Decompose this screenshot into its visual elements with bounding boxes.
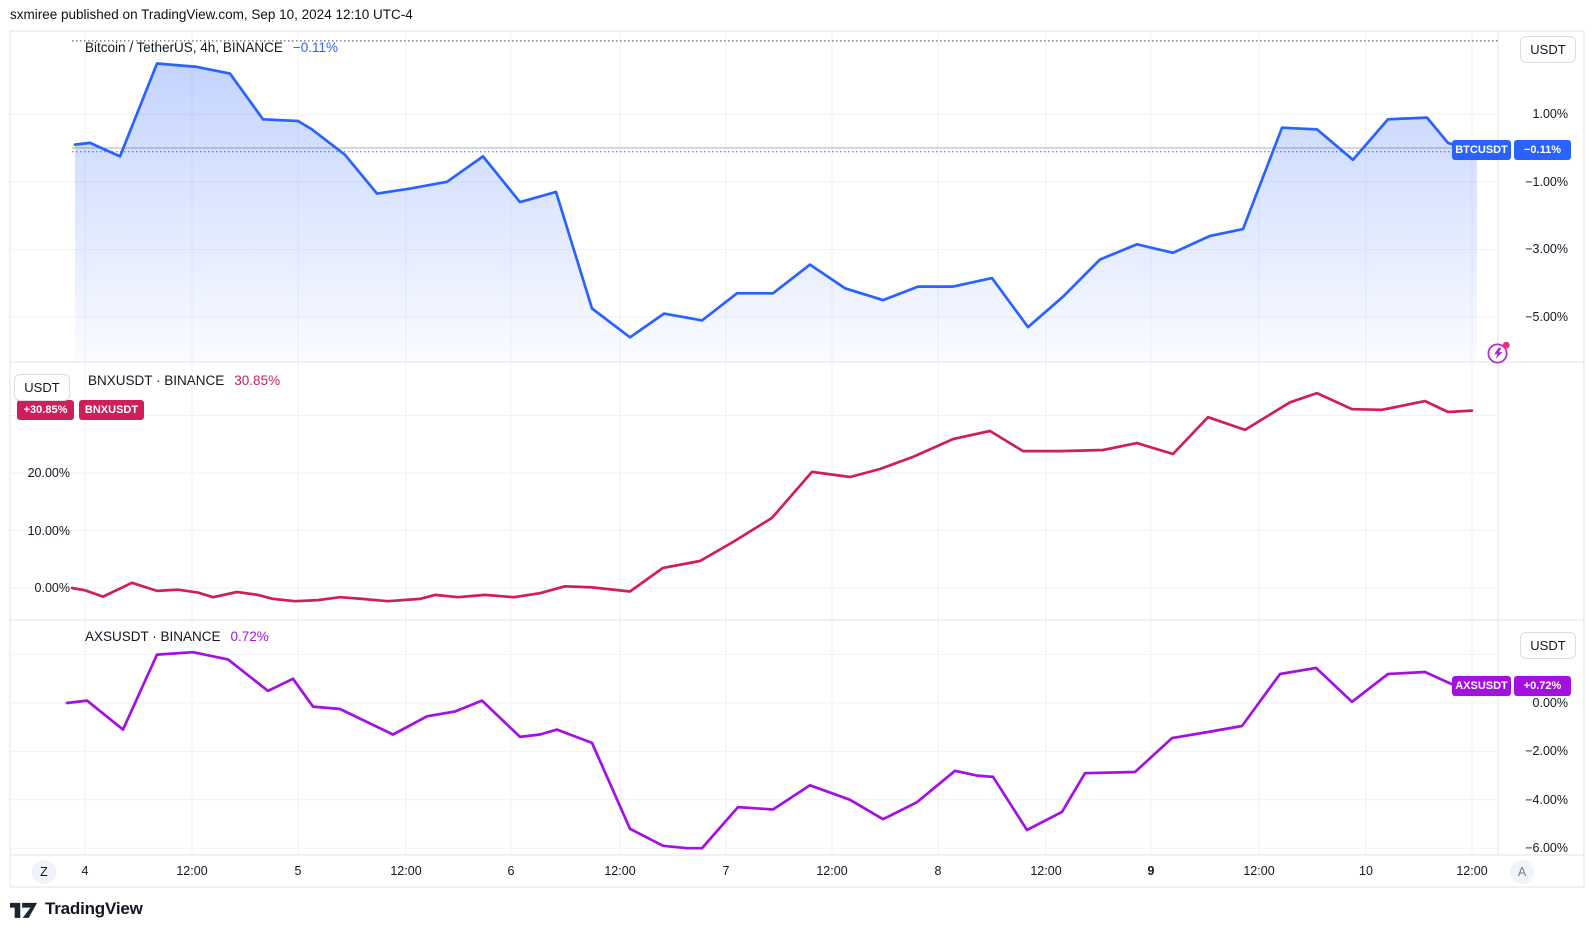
auto-scale-button[interactable]: A [1510,860,1534,884]
btcusdt-scale-currency-button[interactable]: USDT [1520,36,1576,63]
axsusdt-symbol-chip: AXSUSDT [1452,676,1511,696]
btcusdt-symbol-chip: BTCUSDT [1452,140,1511,160]
bnxusdt-scale-currency-button[interactable]: USDT [14,374,70,401]
series-area-fill [75,63,1477,362]
y-axis-tick-label: 1.00% [1532,107,1568,121]
pane-title-axsusdt: AXSUSDT · BINANCE 0.72% [85,629,269,644]
boost-flash-icon[interactable] [1486,340,1511,365]
axsusdt-scale-currency-button[interactable]: USDT [1520,632,1576,659]
time-axis-label: 12:00 [176,864,208,878]
timezone-button[interactable]: Z [32,860,56,884]
y-axis-tick-label: 20.00% [27,466,70,480]
y-axis-tick-label: −6.00% [1525,841,1568,855]
time-axis-label: 10 [1359,864,1373,878]
bnxusdt-symbol-chip: BNXUSDT [79,400,144,420]
series-line-btcusdt [73,62,1479,339]
pane-symbol-label: Bitcoin / TetherUS, 4h, BINANCE [85,40,283,55]
series-line-bnxusdt [70,391,1474,603]
tradingview-logo-icon [10,902,38,918]
y-axis-tick-label: −1.00% [1525,175,1568,189]
axsusdt-value-chip: +0.72% [1514,676,1571,696]
pane-change-label: 30.85% [234,373,281,388]
chart-frame-borders [9,30,1585,888]
time-axis-label: 6 [507,864,515,878]
pane-symbol-label: BNXUSDT · BINANCE [88,373,225,388]
y-axis-tick-label: 0.00% [34,581,70,595]
time-axis-label: 4 [81,864,89,878]
y-axis-tick-label: 10.00% [27,524,70,538]
pane-title-btcusdt: Bitcoin / TetherUS, 4h, BINANCE −0.11% [85,40,338,55]
time-axis-label: 8 [934,864,942,878]
time-axis-label: 12:00 [390,864,422,878]
time-axis-label: 7 [722,864,730,878]
pane-change-label: 0.72% [230,629,269,644]
time-axis-label: 5 [294,864,302,878]
btcusdt-value-chip: −0.11% [1514,140,1571,160]
y-axis-tick-label: −3.00% [1525,242,1568,256]
time-axis-label: 12:00 [1243,864,1275,878]
bnxusdt-value-chip: +30.85% [17,400,74,420]
y-axis-tick-label: −2.00% [1525,744,1568,758]
pane-change-label: −0.11% [292,40,339,55]
pane-title-bnxusdt: BNXUSDT · BINANCE 30.85% [88,373,280,388]
y-axis-tick-label: −4.00% [1525,793,1568,807]
time-axis-label: 12:00 [604,864,636,878]
y-axis-tick-label: 0.00% [1532,696,1568,710]
time-axis-label: 12:00 [1456,864,1488,878]
time-axis-label: 12:00 [1030,864,1062,878]
time-axis-label: 9 [1147,864,1155,878]
publish-byline: sxmiree published on TradingView.com, Se… [10,7,413,22]
time-axis-label: 12:00 [816,864,848,878]
y-axis-tick-label: −5.00% [1525,310,1568,324]
pane-symbol-label: AXSUSDT · BINANCE [85,629,221,644]
tradingview-logo[interactable]: TradingView [10,897,143,920]
series-line-axsusdt [65,650,1457,850]
tradingview-logo-text: TradingView [45,898,143,918]
